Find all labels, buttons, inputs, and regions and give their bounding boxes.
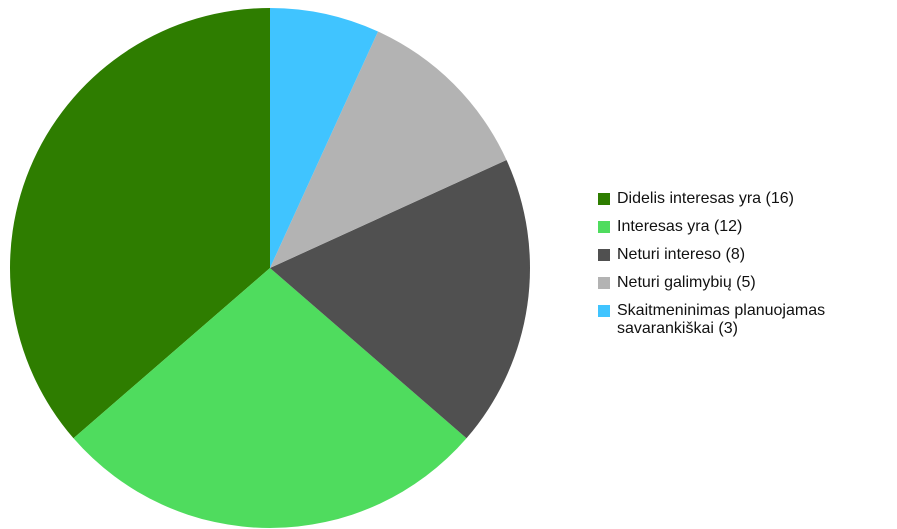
pie-slice <box>270 31 507 268</box>
legend-swatch <box>598 305 610 317</box>
legend-item: Neturi galimybių (5) <box>598 274 888 292</box>
legend-label: Didelis interesas yra (16) <box>617 190 794 207</box>
legend-label: Interesas yra (12) <box>617 218 743 235</box>
legend: Didelis interesas yra (16) Interesas yra … <box>598 190 888 348</box>
legend-item: Neturi intereso (8) <box>598 246 888 264</box>
legend-swatch <box>598 221 610 233</box>
legend-item: Skaitmeninimas planuojamas savarankiškai… <box>598 302 888 338</box>
pie-slice <box>270 8 379 268</box>
pie-slice <box>73 268 467 528</box>
legend-swatch <box>598 249 610 261</box>
legend-swatch <box>598 277 610 289</box>
legend-label: Skaitmeninimas planuojamas savarankiškai… <box>617 302 826 337</box>
legend-swatch <box>598 193 610 205</box>
legend-label: Neturi intereso (8) <box>617 246 746 263</box>
legend-item: Didelis interesas yra (16) <box>598 190 888 208</box>
pie-slice <box>9 8 270 439</box>
pie-slice <box>270 159 530 439</box>
chart <box>9 8 530 528</box>
legend-item: Interesas yra (12) <box>598 218 888 236</box>
legend-label: Neturi galimybių (5) <box>617 274 756 291</box>
